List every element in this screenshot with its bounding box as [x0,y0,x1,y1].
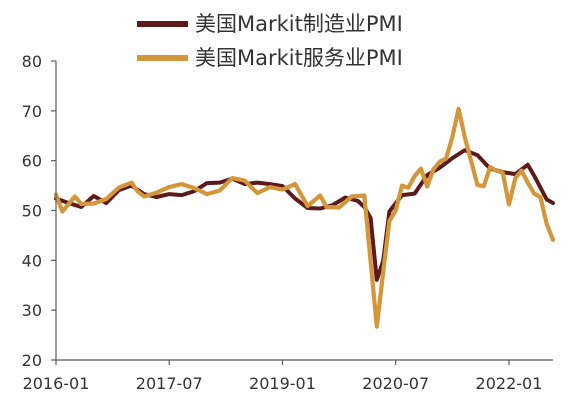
y-tick-label: 40 [22,251,42,270]
legend-label: 美国Markit服务业PMI [195,46,403,70]
y-tick-label: 30 [22,301,42,320]
y-tick-label: 50 [22,202,42,221]
x-tick-label: 2017-07 [136,374,203,393]
legend: 美国Markit制造业PMI 美国Markit服务业PMI [137,12,403,70]
x-tick-label: 2022-01 [476,374,543,393]
x-tick-label: 2019-01 [249,374,316,393]
legend-label: 美国Markit制造业PMI [195,12,403,36]
series-line-1 [54,148,555,282]
series-lines [53,106,556,329]
y-tick-label: 80 [22,52,42,71]
x-axis-ticks: 2016-01 2017-07 2019-01 2020-07 2022-01 [23,360,543,393]
x-tick-label: 2016-01 [23,374,90,393]
x-tick-label: 2020-07 [362,374,429,393]
y-axis-ticks: 20 30 40 50 60 70 80 [22,52,56,370]
series-line-2 [53,106,556,329]
y-tick-label: 70 [22,102,42,121]
y-tick-label: 20 [22,351,42,370]
y-tick-label: 60 [22,152,42,171]
